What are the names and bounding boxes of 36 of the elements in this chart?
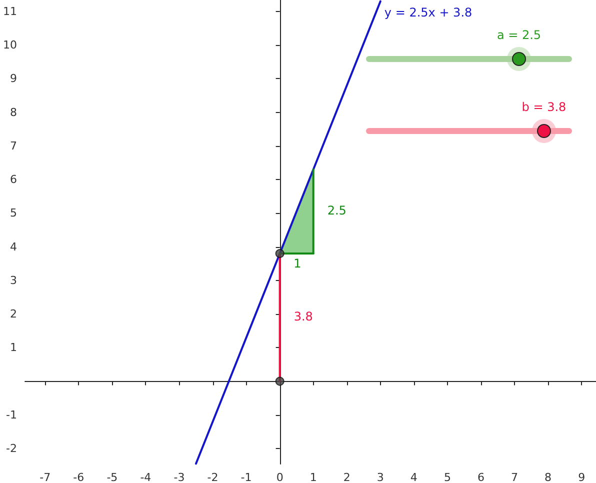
y-tick-label: 8 (10, 106, 17, 119)
x-tick-label: -3 (174, 471, 185, 483)
y-tick-label: 10 (2, 38, 17, 52)
y-tick-label: 5 (10, 206, 17, 220)
annotation: a = 2.5 (496, 28, 542, 42)
y-tick-label: -2 (6, 442, 17, 456)
x-tick-label: -5 (106, 471, 118, 483)
y-tick-label: -1 (6, 408, 17, 422)
x-tick-label: -1 (240, 471, 252, 483)
x-tick-label: 5 (444, 471, 451, 483)
annotation: b = 3.8 (522, 100, 566, 114)
y-tick-label: 4 (10, 240, 17, 254)
x-tick-label: 0 (276, 471, 284, 483)
series-label: 3.8 (294, 309, 313, 324)
x-tick-label: -4 (140, 471, 152, 483)
x-tick-label: -6 (73, 471, 84, 483)
x-tick-label: -7 (40, 471, 51, 483)
x-tick-label: 7 (511, 471, 518, 483)
x-tick-label: 6 (477, 471, 484, 483)
y-tick-label: 7 (10, 139, 17, 152)
y-tick-label: 9 (10, 72, 17, 86)
series-label: 1 (294, 256, 302, 271)
y-tick-label: 2 (10, 308, 17, 321)
series-label: 2.5 (327, 203, 346, 218)
y-tick-label: 6 (10, 173, 17, 186)
x-tick-label: 3 (376, 471, 384, 483)
x-tick-label: 2 (343, 471, 350, 483)
y-tick-label: 1 (10, 341, 17, 354)
x-tick-label: 1 (310, 471, 317, 483)
x-tick-label: 4 (410, 471, 418, 483)
x-tick-label: 8 (544, 471, 552, 483)
x-tick-label: 9 (578, 471, 586, 483)
y-tick-label: 11 (2, 4, 17, 18)
x-tick-label: -2 (207, 471, 218, 483)
series-label: y = 2.5x + 3.8 (384, 5, 472, 20)
y-tick-label: 3 (10, 274, 17, 287)
